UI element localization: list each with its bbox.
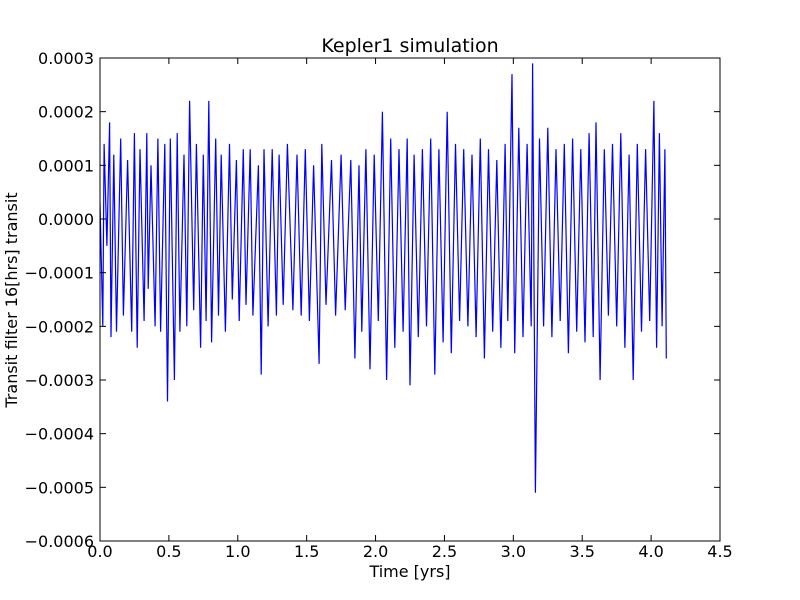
y-tick-label: 0.0000: [38, 210, 94, 229]
x-tick-label: 1.5: [294, 542, 319, 561]
x-tick-label: 3.0: [501, 542, 526, 561]
y-tick-label: −0.0005: [25, 478, 94, 497]
x-axis-label: Time [yrs]: [368, 562, 450, 581]
plot-frame: [99, 57, 721, 542]
x-tick-label: 1.0: [225, 542, 250, 561]
x-tick-label: 2.0: [363, 542, 388, 561]
series-line-0: [100, 63, 667, 493]
x-tick-label: 4.0: [638, 542, 663, 561]
chart-title: Kepler1 simulation: [321, 35, 498, 57]
x-tick-label: 2.5: [432, 542, 457, 561]
x-tick-label: 4.5: [707, 542, 732, 561]
y-tick-label: 0.0001: [38, 156, 94, 175]
y-tick-label: −0.0003: [25, 371, 94, 390]
y-tick-label: −0.0004: [25, 425, 94, 444]
plot-area: 0.0 0.5 1.0 1.5 2.0 2.5 3.0 3.5 4.0 4.5 0.0003 0.00…: [25, 49, 733, 561]
y-tick-label: −0.0001: [25, 264, 94, 283]
y-tick-label: 0.0003: [38, 49, 94, 68]
x-tick-label: 3.5: [569, 542, 594, 561]
y-axis-label: Transit filter 16[hrs] transit: [2, 192, 21, 408]
y-tick-label: −0.0006: [25, 532, 94, 551]
x-tick-label: 0.5: [156, 542, 181, 561]
y-tick-label: −0.0002: [25, 317, 94, 336]
y-tick-label: 0.0002: [38, 103, 94, 122]
series-layer: [100, 63, 667, 493]
ticks-layer: 0.0 0.5 1.0 1.5 2.0 2.5 3.0 3.5 4.0 4.5 0.0003 0.00…: [25, 49, 733, 561]
x-tick-label: 0.0: [87, 542, 112, 561]
